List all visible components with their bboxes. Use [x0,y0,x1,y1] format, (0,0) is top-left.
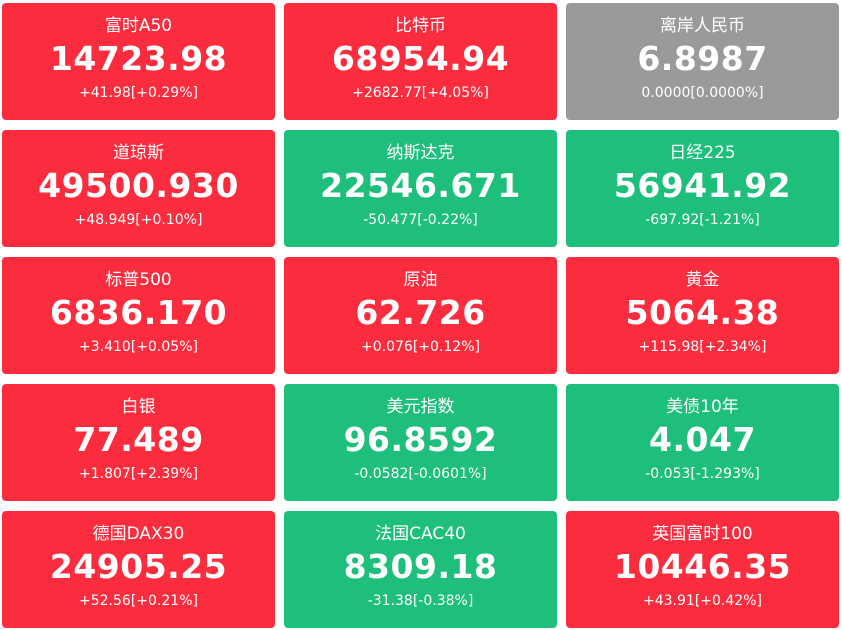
ticker-change: +48.949[+0.10%] [74,212,203,228]
ticker-price: 14723.98 [49,39,228,78]
ticker-change: +1.807[+2.39%] [79,466,198,482]
ticker-change: +0.076[+0.12%] [361,339,480,355]
ticker-price: 5064.38 [625,293,780,332]
ticker-name: 美元指数 [386,397,455,417]
ticker-name: 标普500 [105,270,172,290]
ticker-change: -0.0582[-0.0601%] [354,466,487,482]
ticker-price: 8309.18 [343,547,498,586]
ticker-card[interactable]: 法国CAC40 8309.18 -31.38[-0.38%] [284,511,557,628]
ticker-price: 10446.35 [613,547,792,586]
ticker-name: 纳斯达克 [386,143,455,163]
ticker-name: 英国富时100 [652,524,753,544]
ticker-card[interactable]: 道琼斯 49500.930 +48.949[+0.10%] [2,130,275,247]
ticker-name: 比特币 [395,16,446,36]
ticker-change: +41.98[+0.29%] [79,85,198,101]
ticker-card[interactable]: 白银 77.489 +1.807[+2.39%] [2,384,275,501]
ticker-change: -697.92[-1.21%] [645,212,760,228]
ticker-change: +43.91[+0.42%] [643,593,762,609]
ticker-card[interactable]: 日经225 56941.92 -697.92[-1.21%] [566,130,839,247]
ticker-price: 24905.25 [49,547,228,586]
ticker-name: 德国DAX30 [92,524,185,544]
ticker-name: 离岸人民币 [660,16,745,36]
ticker-change: -0.053[-1.293%] [645,466,760,482]
ticker-price: 22546.671 [320,166,521,205]
ticker-name: 白银 [121,397,156,417]
ticker-card[interactable]: 美债10年 4.047 -0.053[-1.293%] [566,384,839,501]
ticker-price: 4.047 [649,420,756,459]
ticker-name: 美债10年 [666,397,739,417]
ticker-name: 道琼斯 [113,143,164,163]
ticker-name: 日经225 [669,143,736,163]
ticker-name: 原油 [403,270,438,290]
ticker-price: 6836.170 [49,293,228,332]
ticker-card[interactable]: 纳斯达克 22546.671 -50.477[-0.22%] [284,130,557,247]
ticker-change: 0.0000[0.0000%] [641,85,764,101]
ticker-card[interactable]: 离岸人民币 6.8987 0.0000[0.0000%] [566,3,839,120]
ticker-price: 62.726 [355,293,486,332]
ticker-change: +2682.77[+4.05%] [352,85,489,101]
ticker-change: +115.98[+2.34%] [638,339,767,355]
ticker-card[interactable]: 比特币 68954.94 +2682.77[+4.05%] [284,3,557,120]
ticker-card[interactable]: 德国DAX30 24905.25 +52.56[+0.21%] [2,511,275,628]
ticker-price: 6.8987 [637,39,768,78]
ticker-card[interactable]: 富时A50 14723.98 +41.98[+0.29%] [2,3,275,120]
ticker-name: 富时A50 [104,16,173,36]
ticker-change: -50.477[-0.22%] [363,212,478,228]
ticker-card[interactable]: 英国富时100 10446.35 +43.91[+0.42%] [566,511,839,628]
ticker-card[interactable]: 原油 62.726 +0.076[+0.12%] [284,257,557,374]
ticker-change: +3.410[+0.05%] [79,339,198,355]
ticker-price: 49500.930 [38,166,239,205]
ticker-name: 黄金 [685,270,720,290]
ticker-card[interactable]: 美元指数 96.8592 -0.0582[-0.0601%] [284,384,557,501]
ticker-name: 法国CAC40 [375,524,466,544]
ticker-card[interactable]: 黄金 5064.38 +115.98[+2.34%] [566,257,839,374]
ticker-price: 56941.92 [613,166,792,205]
ticker-price: 68954.94 [331,39,510,78]
ticker-grid: 富时A50 14723.98 +41.98[+0.29%] 比特币 68954.94 +2… [2,3,839,628]
ticker-change: +52.56[+0.21%] [79,593,198,609]
ticker-card[interactable]: 标普500 6836.170 +3.410[+0.05%] [2,257,275,374]
ticker-price: 96.8592 [343,420,498,459]
ticker-price: 77.489 [73,420,204,459]
ticker-change: -31.38[-0.38%] [367,593,474,609]
